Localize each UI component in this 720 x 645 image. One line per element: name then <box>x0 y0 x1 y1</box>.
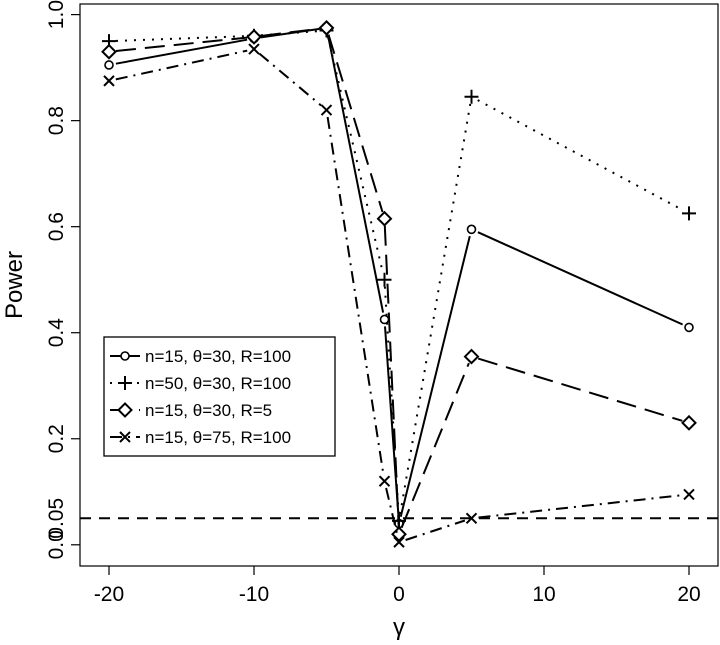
cross-marker <box>465 512 478 524</box>
diamond-marker <box>463 348 480 365</box>
diamond-marker <box>376 210 393 227</box>
y-tick-label: 0.4 <box>45 318 68 348</box>
diamond-marker <box>246 28 262 45</box>
reference-line-label: 0.05 <box>45 498 68 539</box>
y-tick-label: 0.2 <box>45 424 68 453</box>
circle-marker <box>104 60 114 70</box>
diamond-marker <box>117 402 133 418</box>
x-tick-label: 20 <box>677 583 700 606</box>
legend-label: n=50, θ=30, R=100 <box>145 374 291 393</box>
y-tick-label: 0.8 <box>45 106 68 135</box>
y-tick-label: 0.0 <box>45 530 68 559</box>
plot-frame <box>79 3 719 567</box>
diamond-marker <box>101 43 117 60</box>
series-line <box>115 49 683 541</box>
cross-marker <box>393 536 405 548</box>
plus-marker <box>682 206 696 221</box>
series-layer <box>101 19 697 548</box>
x-axis-title: γ <box>393 614 405 641</box>
legend-label: n=15, θ=30, R=5 <box>145 401 272 420</box>
cross-marker <box>248 43 260 55</box>
x-tick-label: -20 <box>94 583 124 606</box>
y-axis-title: Power <box>1 251 28 319</box>
plus-marker <box>377 272 392 287</box>
cross-marker <box>378 475 391 487</box>
legend-label: n=15, θ=30, R=100 <box>145 347 291 366</box>
circle-marker <box>466 224 477 235</box>
cross-marker <box>103 75 115 87</box>
circle-marker <box>379 314 390 325</box>
reference-line-layer: 0.05 <box>45 498 718 539</box>
x-tick-label: -10 <box>239 583 269 606</box>
y-tick-label: 1.0 <box>45 0 68 29</box>
x-tick-label: 0 <box>393 583 405 606</box>
axes-layer: -20 -10 0 10 20 0.0 0.2 0.4 0.6 0.8 1.0 <box>45 0 701 606</box>
series-3 <box>101 19 697 543</box>
plus-marker <box>118 376 132 390</box>
cross-marker <box>119 431 131 443</box>
cross-marker <box>683 488 695 501</box>
diamond-marker <box>681 414 697 431</box>
legend-box <box>103 336 336 457</box>
legend-label: n=15, θ=75, R=100 <box>145 428 291 447</box>
circle-marker <box>120 351 130 361</box>
legend: n=15, θ=30, R=100 n=50, θ=30, R=100 n=15, … <box>103 336 336 457</box>
x-tick-label: 10 <box>532 583 555 606</box>
series-4 <box>103 43 695 548</box>
plot-area <box>79 3 719 567</box>
y-tick-label: 0.6 <box>45 212 68 241</box>
diamond-marker <box>318 19 335 36</box>
plus-marker <box>464 89 479 104</box>
series-line <box>115 27 683 529</box>
cross-marker <box>320 104 333 116</box>
circle-marker <box>684 322 694 333</box>
